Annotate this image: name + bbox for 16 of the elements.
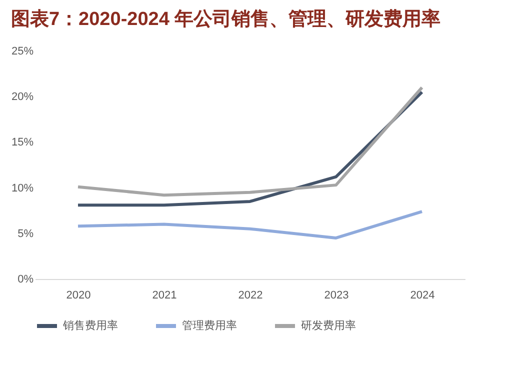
legend-label: 研发费用率 [301,319,356,332]
x-tick-label: 2021 [152,290,177,302]
y-tick-label: 15% [11,136,34,149]
legend-label: 管理费用率 [182,319,237,332]
y-tick-label: 0% [18,274,34,286]
y-tick-label: 25% [11,46,34,58]
x-tick-label: 2022 [238,290,263,302]
legend-label: 销售费用率 [62,319,118,332]
line-series [76,210,424,240]
x-tick-label: 2023 [324,290,349,302]
x-tick-label: 2024 [410,290,435,302]
chart-title: 图表7：2020-2024 年公司销售、管理、研发费用率 [10,8,441,30]
x-tick-label: 2020 [66,290,91,302]
y-tick-label: 5% [18,228,34,240]
y-tick-label: 10% [11,182,34,194]
y-tick-label: 20% [11,91,34,104]
